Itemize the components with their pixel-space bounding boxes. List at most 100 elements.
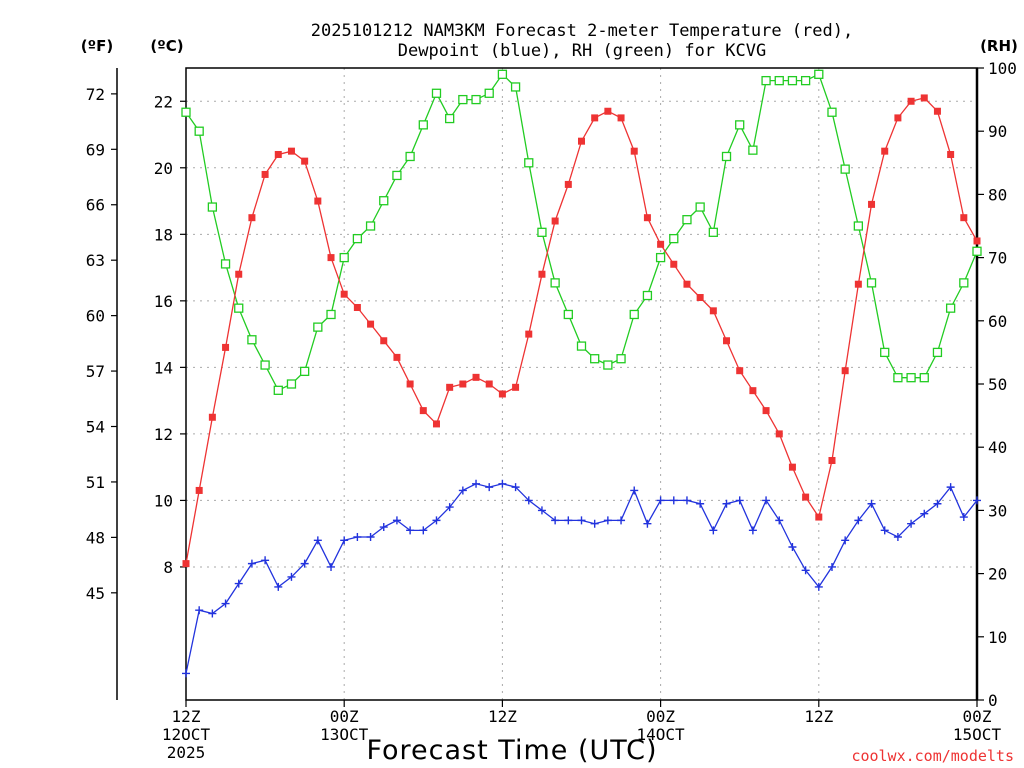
rh-point — [840, 164, 850, 174]
rh-point — [603, 360, 613, 370]
rh-tick-label: 40 — [988, 438, 1007, 457]
rh-point — [365, 221, 376, 231]
rh-point — [352, 233, 363, 244]
rh-point — [379, 196, 389, 206]
dewpoint-point — [406, 526, 415, 535]
temperature-point — [525, 330, 533, 338]
dewpoint-point — [814, 582, 823, 591]
dewpoint-point — [682, 496, 691, 505]
dewpoint-point — [551, 516, 560, 525]
rh-point — [972, 246, 982, 256]
rh-point — [800, 75, 811, 86]
celsius-tick-label: 16 — [154, 292, 173, 311]
temperature-point — [670, 260, 678, 268]
rh-point — [761, 75, 771, 86]
dewpoint-point — [643, 519, 652, 528]
tick-labels: 8 10 12 14 16 18 20 22 45 48 51 54 57 60 63 66 69 72 0 10 20… — [86, 59, 1017, 762]
temperature-point — [551, 217, 559, 225]
dewpoint-point — [340, 536, 349, 545]
x-tick-label-time: 12Z — [804, 707, 833, 726]
temperature-point — [894, 114, 902, 122]
temperature-point — [419, 407, 427, 415]
rh-point — [537, 227, 547, 237]
rh-point — [906, 373, 916, 383]
fahrenheit-unit-label: (ºF) — [81, 37, 113, 55]
x-axis-label: Forecast Time (UTC) — [366, 735, 657, 766]
temperature-point — [788, 463, 796, 471]
rh-point — [814, 69, 824, 79]
dewpoint-point — [313, 536, 322, 545]
rh-tick-label: 10 — [988, 628, 1007, 647]
rh-point — [234, 303, 244, 313]
dewpoint-point — [445, 503, 454, 512]
rh-point — [669, 233, 679, 244]
rh-point — [405, 151, 415, 162]
rh-point — [655, 252, 666, 263]
dewpoint-point — [274, 582, 283, 591]
axes — [111, 67, 984, 707]
dewpoint-point — [827, 562, 836, 571]
temperature-point — [802, 493, 810, 501]
rh-point — [682, 215, 692, 225]
temperature-point — [446, 383, 454, 391]
dewpoint-point — [392, 516, 401, 525]
temperature-point — [222, 343, 230, 351]
dewpoint-point — [669, 496, 678, 505]
celsius-tick-label: 14 — [154, 358, 173, 377]
temperature-point — [406, 380, 414, 388]
fahrenheit-tick-label: 57 — [86, 362, 105, 381]
temperature-point — [393, 353, 401, 361]
x-tick-label-date: 14OCT — [637, 725, 686, 744]
rh-point — [273, 385, 283, 395]
dewpoint-point — [880, 526, 889, 535]
dewpoint-point — [182, 669, 190, 678]
dewpoint-point — [775, 516, 784, 525]
temperature-point — [828, 457, 836, 465]
rh-point — [695, 202, 705, 212]
temperature-point — [195, 486, 203, 494]
rh-point — [286, 379, 297, 389]
dewpoint-point — [511, 483, 520, 492]
x-tick-label-date: 12OCT — [162, 725, 211, 744]
rh-point — [866, 278, 877, 288]
dewpoint-series — [182, 479, 981, 678]
fahrenheit-tick-label: 48 — [86, 528, 105, 547]
rh-point — [787, 75, 798, 86]
temperature-point — [208, 413, 216, 421]
rh-point — [853, 221, 863, 231]
temperature-point — [643, 214, 651, 222]
rh-point — [392, 170, 402, 181]
rh-point — [748, 145, 758, 155]
rh-tick-label: 60 — [988, 312, 1007, 331]
dewpoint-point — [907, 519, 916, 528]
temperature-point — [327, 254, 335, 262]
dewpoint-point — [208, 609, 217, 618]
temperature-point — [881, 147, 889, 155]
temperature-point — [367, 320, 375, 328]
rh-point — [880, 347, 890, 358]
dewpoint-point — [933, 499, 942, 508]
temperature-point — [512, 383, 520, 391]
temperature-point — [235, 270, 243, 278]
dewpoint-point — [762, 496, 771, 505]
celsius-tick-label: 8 — [163, 558, 173, 577]
rh-point — [431, 88, 442, 98]
rh-point — [524, 158, 534, 168]
rh-tick-label: 70 — [988, 249, 1007, 268]
dewpoint-point — [656, 496, 665, 505]
rh-point — [919, 373, 929, 383]
dewpoint-point — [498, 479, 507, 488]
rh-point — [708, 227, 718, 237]
temperature-point — [762, 407, 770, 415]
dewpoint-point — [195, 606, 204, 615]
rh-point — [260, 360, 270, 370]
credit-text: coolwx.com/modelts — [851, 747, 1014, 765]
dewpoint-point — [221, 599, 230, 608]
rh-point — [576, 341, 587, 351]
rh-point — [945, 303, 956, 313]
temperature-point — [353, 303, 361, 311]
temperature-point — [960, 214, 968, 222]
dewpoint-point — [590, 519, 599, 528]
